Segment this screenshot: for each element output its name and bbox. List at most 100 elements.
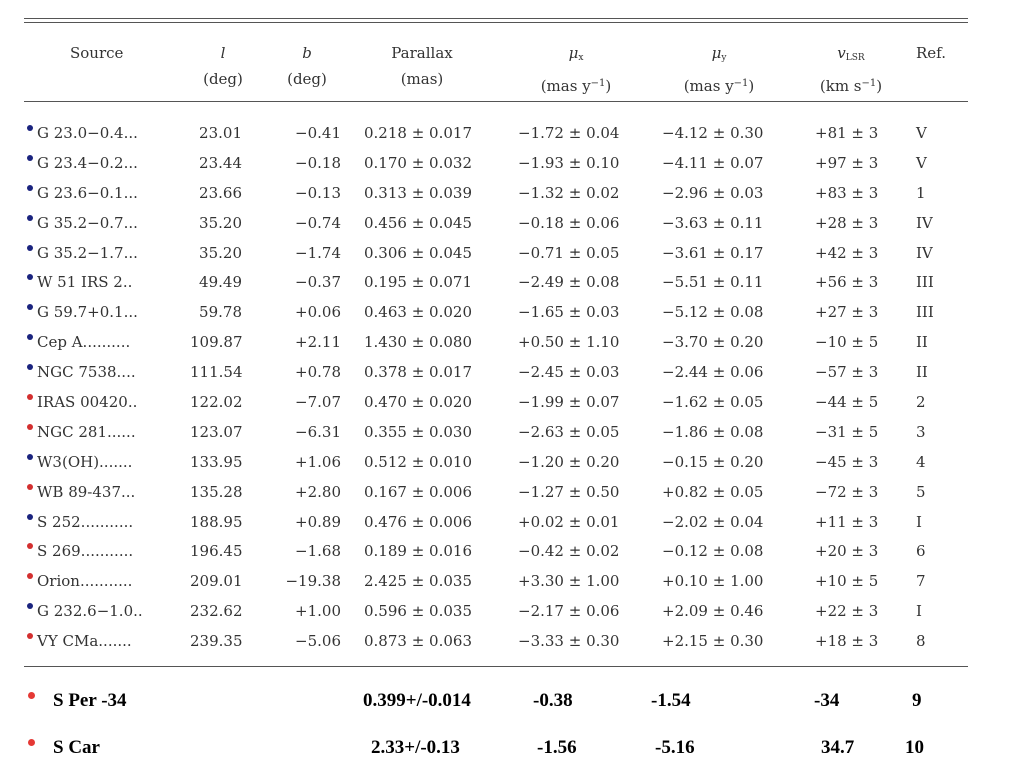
cell-parallax: 0.167 ± 0.006 xyxy=(364,482,472,501)
cell-mu-x: −2.49 ± 0.08 xyxy=(518,273,620,292)
cell-l: 123.07 xyxy=(190,422,243,441)
cell-mu-x: −1.65 ± 0.03 xyxy=(518,303,620,322)
cell-mu-y: −1.62 ± 0.05 xyxy=(662,393,764,412)
cell-parallax: 0.313 ± 0.039 xyxy=(364,183,472,202)
cell-mu-y: −5.12 ± 0.08 xyxy=(662,303,764,322)
cell-b: −0.18 xyxy=(295,153,341,172)
table-header-rule xyxy=(24,101,968,102)
table-header: Source l (deg) b (deg) Parallax (mas) μx… xyxy=(0,40,1024,100)
cell-source: NGC 281...... xyxy=(37,422,136,441)
cell-vlsr: +56 ± 3 xyxy=(815,273,879,292)
extra-vlsr: 34.7 xyxy=(821,737,855,758)
cell-mu-x: +0.02 ± 0.01 xyxy=(518,512,620,531)
red-dot-icon xyxy=(27,423,33,430)
table-row: Orion........... 209.01 −19.38 2.425 ± 0.03… xyxy=(0,568,1024,598)
red-dot-icon xyxy=(27,633,33,640)
table-row: NGC 281...... 123.07 −6.31 0.355 ± 0.030 −2.… xyxy=(0,419,1024,449)
header-ref: Ref. xyxy=(916,44,946,62)
cell-ref: III xyxy=(916,303,934,322)
cell-l: 188.95 xyxy=(190,512,243,531)
cell-vlsr: +22 ± 3 xyxy=(815,602,879,621)
table-row: G 35.2−0.7... 35.20 −0.74 0.456 ± 0.045 −0.1… xyxy=(0,210,1024,240)
extra-source: S Per -34 xyxy=(53,690,127,711)
blue-dot-icon xyxy=(27,154,33,161)
cell-mu-y: −3.70 ± 0.20 xyxy=(662,333,764,352)
cell-l: 35.20 xyxy=(199,213,242,232)
cell-b: +0.89 xyxy=(295,512,341,531)
cell-l: 135.28 xyxy=(190,482,243,501)
header-mu-x: μx (mas y−1) xyxy=(540,44,612,95)
cell-b: −6.31 xyxy=(295,422,341,441)
cell-mu-x: −1.99 ± 0.07 xyxy=(518,393,620,412)
table-row: G 232.6−1.0.. 232.62 +1.00 0.596 ± 0.035 −2.… xyxy=(0,598,1024,628)
cell-b: −0.13 xyxy=(295,183,341,202)
cell-b: −19.38 xyxy=(285,572,341,591)
cell-l: 232.62 xyxy=(190,602,243,621)
cell-vlsr: +81 ± 3 xyxy=(815,124,879,142)
cell-source: WB 89-437... xyxy=(37,482,136,501)
cell-source: VY CMa....... xyxy=(37,632,132,651)
extra-source: S Car xyxy=(53,737,100,758)
red-dot-icon xyxy=(27,394,33,401)
extra-parallax: 0.399+/-0.014 xyxy=(363,690,471,711)
cell-mu-y: −0.12 ± 0.08 xyxy=(662,542,764,561)
cell-l: 239.35 xyxy=(190,632,243,651)
blue-dot-icon xyxy=(27,125,33,131)
extra-mu-y: -5.16 xyxy=(655,737,695,758)
cell-parallax: 2.425 ± 0.035 xyxy=(364,572,472,591)
cell-mu-y: −2.96 ± 0.03 xyxy=(662,183,764,202)
cell-vlsr: −31 ± 5 xyxy=(815,422,879,441)
cell-vlsr: −72 ± 3 xyxy=(815,482,879,501)
cell-l: 133.95 xyxy=(190,452,243,471)
cell-ref: 3 xyxy=(916,422,926,441)
cell-b: +2.80 xyxy=(295,482,341,501)
cell-ref: III xyxy=(916,273,934,292)
cell-l: 23.66 xyxy=(199,183,242,202)
cell-mu-x: −0.42 ± 0.02 xyxy=(518,542,620,561)
table-row: W3(OH)....... 133.95 +1.06 0.512 ± 0.010 −1.… xyxy=(0,449,1024,479)
cell-parallax: 0.189 ± 0.016 xyxy=(364,542,472,561)
cell-mu-y: −3.63 ± 0.11 xyxy=(662,213,764,232)
cell-source: G 23.0−0.4... xyxy=(37,124,138,142)
cell-parallax: 0.170 ± 0.032 xyxy=(364,153,472,172)
blue-dot-icon xyxy=(27,214,33,221)
cell-parallax: 1.430 ± 0.080 xyxy=(364,333,472,352)
extra-row-s-per: S Per -34 0.399+/-0.014 -0.38 -1.54 -34 … xyxy=(0,690,1024,720)
cell-ref: 1 xyxy=(916,183,926,202)
cell-source: G 23.4−0.2... xyxy=(37,153,138,172)
cell-mu-y: −5.51 ± 0.11 xyxy=(662,273,764,292)
table-row: VY CMa....... 239.35 −5.06 0.873 ± 0.063 −3.… xyxy=(0,628,1024,658)
table-row: G 23.4−0.2... 23.44 −0.18 0.170 ± 0.032 −1.9… xyxy=(0,150,1024,180)
cell-parallax: 0.476 ± 0.006 xyxy=(364,512,472,531)
cell-b: +0.06 xyxy=(295,303,341,322)
cell-b: +1.06 xyxy=(295,452,341,471)
cell-source: G 35.2−1.7... xyxy=(37,243,138,262)
cell-b: −7.07 xyxy=(295,393,341,412)
extra-mu-x: -1.56 xyxy=(537,737,577,758)
table-top-rule xyxy=(24,18,968,19)
cell-b: −1.74 xyxy=(295,243,341,262)
cell-vlsr: +42 ± 3 xyxy=(815,243,879,262)
cell-parallax: 0.470 ± 0.020 xyxy=(364,393,472,412)
cell-vlsr: −57 ± 3 xyxy=(815,363,879,382)
cell-b: +2.11 xyxy=(295,333,341,352)
cell-ref: IV xyxy=(916,243,933,262)
cell-vlsr: +28 ± 3 xyxy=(815,213,879,232)
cell-parallax: 0.195 ± 0.071 xyxy=(364,273,472,292)
cell-mu-y: −3.61 ± 0.17 xyxy=(662,243,764,262)
cell-vlsr: −45 ± 3 xyxy=(815,452,879,471)
blue-dot-icon xyxy=(27,513,33,520)
cell-parallax: 0.512 ± 0.010 xyxy=(364,452,472,471)
cell-source: IRAS 00420.. xyxy=(37,393,138,412)
red-dot-icon xyxy=(28,692,35,699)
table-bottom-rule xyxy=(24,666,968,667)
cell-mu-x: +0.50 ± 1.10 xyxy=(518,333,620,352)
cell-mu-x: −2.17 ± 0.06 xyxy=(518,602,620,621)
red-dot-icon xyxy=(27,543,33,550)
cell-b: −0.37 xyxy=(295,273,341,292)
cell-ref: 7 xyxy=(916,572,926,591)
table-row: Cep A.......... 109.87 +2.11 1.430 ± 0.080 +… xyxy=(0,329,1024,359)
cell-parallax: 0.218 ± 0.017 xyxy=(364,124,472,142)
cell-vlsr: +20 ± 3 xyxy=(815,542,879,561)
cell-b: +0.78 xyxy=(295,363,341,382)
